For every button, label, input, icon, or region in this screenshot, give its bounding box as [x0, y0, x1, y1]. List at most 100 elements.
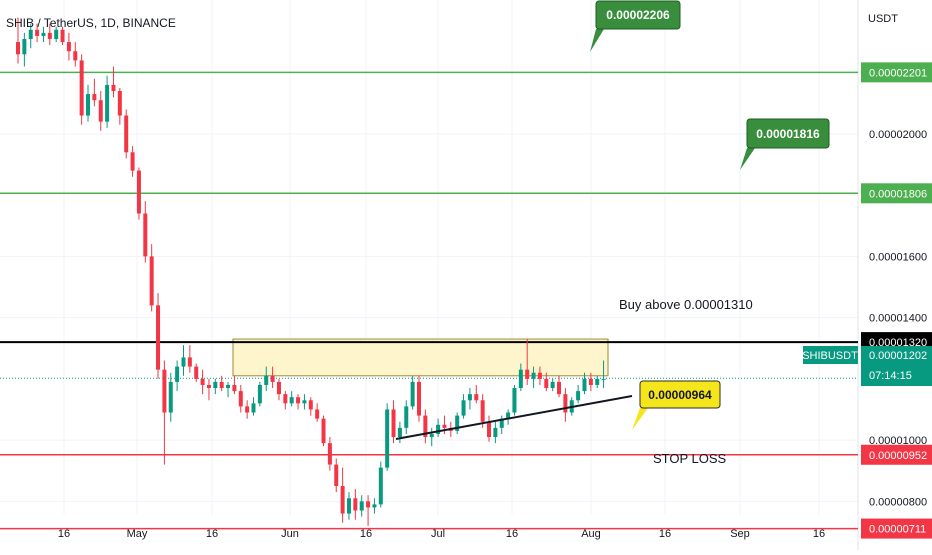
candle-body: [518, 369, 523, 389]
target-1-price-badge[interactable]: 0.00001806: [861, 183, 932, 204]
x-tick-label-8: 16: [659, 528, 671, 540]
candle-24: [168, 372, 173, 422]
target-2-price-badge[interactable]: 0.00002201: [861, 62, 932, 83]
ascending-trendline[interactable]: [395, 395, 633, 440]
candle-body: [404, 406, 409, 428]
candle-body: [595, 378, 600, 385]
price-level-lines: [0, 71, 858, 530]
candle-44: [296, 394, 301, 410]
target-1-callout[interactable]: 0.00001816: [740, 118, 830, 170]
trendline-callout[interactable]: 0.00000964: [632, 380, 721, 430]
candle-body: [346, 498, 351, 514]
candle-50: [334, 458, 339, 493]
bottom-price-badge[interactable]: 0.00000711: [861, 518, 932, 539]
candle-body: [73, 51, 78, 61]
candle-body: [206, 384, 211, 389]
candle-body: [302, 400, 307, 404]
current-price-bg: [861, 346, 932, 386]
candle-1: [22, 32, 27, 67]
candle-75: [493, 421, 498, 444]
resistance-zone-layer: [232, 338, 609, 377]
candle-52: [346, 492, 351, 520]
candle-body: [200, 378, 205, 385]
candle-60: [397, 421, 402, 444]
candle-15: [111, 66, 116, 98]
candle-body: [550, 381, 555, 389]
candle-countdown: 07:14:15: [869, 370, 912, 382]
candle-body: [54, 29, 59, 39]
y-tick-label-0: 0.00002000: [869, 129, 927, 141]
candle-body: [175, 366, 180, 382]
candle-91: [595, 375, 600, 389]
candle-body: [156, 305, 161, 370]
candle-22: [156, 293, 161, 379]
candle-body: [181, 357, 186, 367]
candle-body: [378, 467, 383, 505]
candle-body: [474, 394, 479, 401]
candle-41: [276, 378, 281, 401]
candle-body: [251, 403, 256, 413]
candle-86: [563, 388, 568, 422]
candle-66: [436, 418, 441, 438]
candle-65: [429, 427, 434, 447]
candle-body: [601, 378, 606, 380]
candle-body: [372, 504, 377, 508]
candle-56: [372, 498, 377, 514]
target-2-callout[interactable]: 0.00002206: [590, 0, 681, 52]
candle-body: [105, 84, 110, 122]
candle-18: [130, 146, 135, 177]
target-2-badge-label: 0.00002201: [869, 67, 927, 79]
candle-body: [41, 32, 46, 36]
candle-body: [385, 409, 390, 468]
candle-body: [28, 29, 33, 39]
candle-body: [423, 415, 428, 438]
grid-lines: [0, 0, 859, 550]
candle-body: [467, 394, 472, 401]
candle-body: [60, 29, 65, 43]
candle-body: [149, 256, 154, 306]
candle-8: [66, 32, 71, 61]
candle-28: [194, 363, 199, 382]
candle-body: [493, 427, 498, 438]
candle-body: [525, 369, 530, 379]
resistance-zone[interactable]: [232, 338, 609, 377]
candle-body: [296, 397, 301, 404]
candle-body: [359, 501, 364, 511]
stop-loss-annotation: STOP LOSS: [653, 451, 727, 466]
candle-2: [28, 23, 33, 49]
candle-85: [557, 375, 562, 398]
candle-body: [143, 213, 148, 257]
candle-46: [308, 397, 313, 416]
candle-79: [518, 363, 523, 392]
candle-10: [79, 54, 84, 125]
candle-47: [315, 403, 320, 422]
candle-74: [487, 415, 492, 442]
support-price-badge[interactable]: 0.00000952: [861, 444, 932, 465]
candle-body: [130, 152, 135, 171]
candle-body: [353, 498, 358, 511]
candle-36: [245, 400, 250, 419]
candle-4: [41, 26, 46, 43]
candle-77: [506, 409, 511, 425]
candle-69: [455, 412, 460, 434]
x-tick-label-4: 16: [360, 528, 372, 540]
candle-64: [423, 409, 428, 444]
candle-12: [92, 78, 97, 107]
candle-body: [264, 375, 269, 385]
price-axis-ticks: 0.00002000 0.00001600 0.00001400 0.00001000…: [869, 129, 927, 508]
x-tick-label-2: 16: [206, 528, 218, 540]
current-price-tag[interactable]: SHIBUSDT 0.00001202 07:14:15: [802, 346, 932, 386]
candle-70: [461, 394, 466, 419]
candle-body: [537, 372, 542, 379]
y-tick-label-3: 0.00001000: [869, 435, 927, 447]
candle-31: [213, 378, 218, 395]
candle-body: [245, 406, 250, 413]
target-1-badge-label: 0.00001806: [869, 188, 927, 200]
candle-body: [226, 384, 231, 389]
target-1-badge-bg: [861, 183, 932, 204]
candle-body: [270, 375, 275, 382]
candle-39: [264, 366, 269, 392]
candle-body: [455, 415, 460, 431]
